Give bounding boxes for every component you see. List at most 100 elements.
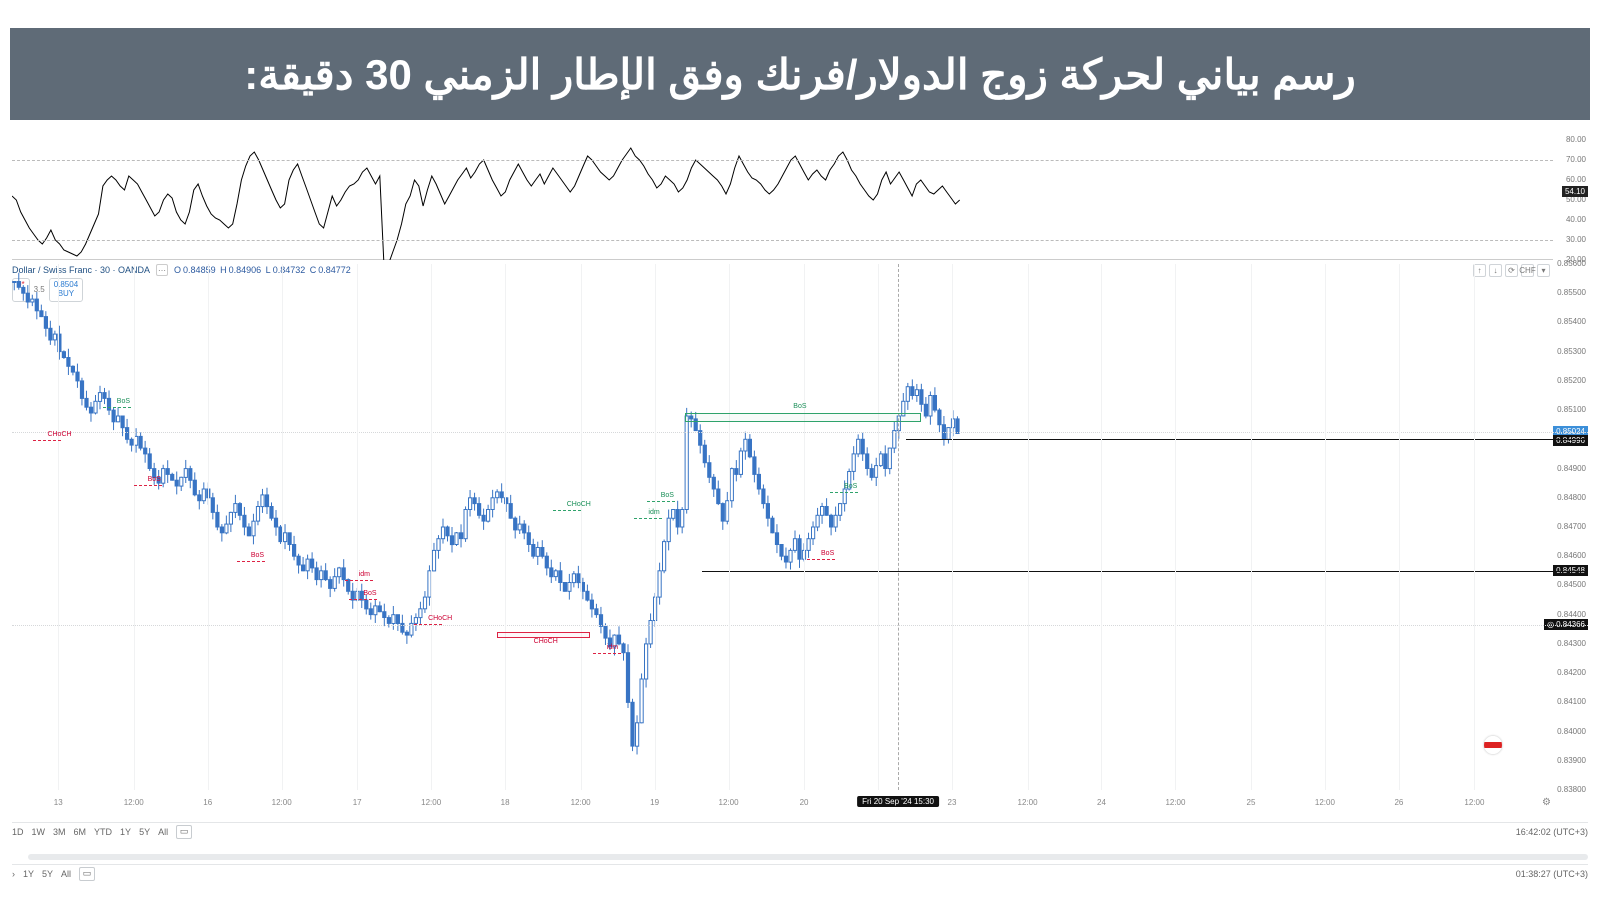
- time-tick: 12:00: [571, 798, 591, 807]
- time-gridline: [208, 264, 209, 790]
- time-tick: 12:00: [1165, 798, 1185, 807]
- rsi-current-badge: 54.10: [1562, 186, 1588, 197]
- timeframe-6m[interactable]: 6M: [74, 827, 87, 837]
- chevron-icon[interactable]: ›: [12, 869, 15, 879]
- rsi-line-chart: [12, 140, 1553, 260]
- price-tick: 0.84600: [1557, 551, 1586, 560]
- time-tick: 16: [203, 798, 212, 807]
- time-tick: 12:00: [421, 798, 441, 807]
- annot-small: CHoCH: [567, 501, 591, 508]
- rsi-y-axis: 20.0030.0040.0050.0060.0070.0080.0054.10: [1553, 140, 1588, 260]
- timeframe-all[interactable]: All: [158, 827, 168, 837]
- rsi-tick: 40.00: [1566, 215, 1586, 224]
- time-gridline: [357, 264, 358, 790]
- annot-small: idm: [359, 571, 370, 578]
- time-gridline: [58, 264, 59, 790]
- time-gridline: [804, 264, 805, 790]
- time-gridline: [729, 264, 730, 790]
- price-tick: 0.85200: [1557, 376, 1586, 385]
- rsi-tick: 30.00: [1566, 235, 1586, 244]
- price-tick: 0.85300: [1557, 347, 1586, 356]
- timeframe-3m[interactable]: 3M: [53, 827, 66, 837]
- annot-dash: [237, 561, 265, 562]
- rsi-tick: 80.00: [1566, 135, 1586, 144]
- price-tick: 0.84700: [1557, 522, 1586, 531]
- price-tick: 0.84400: [1557, 610, 1586, 619]
- annot-small: BoS: [251, 552, 264, 559]
- annot-small: idm: [648, 509, 659, 516]
- annot-small: BoS: [661, 492, 674, 499]
- flag-icon[interactable]: [1484, 736, 1502, 754]
- time-gridline: [134, 264, 135, 790]
- annot-dash: [807, 559, 835, 560]
- gear-icon[interactable]: ⚙: [1542, 797, 1551, 808]
- price-hline[interactable]: [702, 571, 1588, 572]
- annot-dash: [593, 653, 621, 654]
- timeframe-1d[interactable]: 1D: [12, 827, 24, 837]
- price-tick: 0.84100: [1557, 697, 1586, 706]
- time-x-axis: 1312:001612:001712:001812:001912:002012:…: [12, 790, 1553, 810]
- time-gridline: [1175, 264, 1176, 790]
- time-tick: 12:00: [1315, 798, 1335, 807]
- timeframe-ytd[interactable]: YTD: [94, 827, 112, 837]
- annot-box[interactable]: [685, 413, 921, 422]
- annot-dash: [103, 407, 131, 408]
- time-gridline: [1028, 264, 1029, 790]
- timeframe-5y[interactable]: 5Y: [139, 827, 150, 837]
- time-gridline: [655, 264, 656, 790]
- calendar-icon[interactable]: ▭: [176, 825, 192, 839]
- timeframe-1y[interactable]: 1Y: [23, 869, 34, 879]
- time-tick: 12:00: [1464, 798, 1484, 807]
- annot-small: CHoCH: [428, 615, 452, 622]
- time-gridline: [1101, 264, 1102, 790]
- price-tick: 0.85100: [1557, 405, 1586, 414]
- time-gridline: [431, 264, 432, 790]
- timeframe-1w[interactable]: 1W: [32, 827, 46, 837]
- rsi-tick: 70.00: [1566, 155, 1586, 164]
- timeframe-5y[interactable]: 5Y: [42, 869, 53, 879]
- annot-box[interactable]: [497, 632, 589, 638]
- time-gridline: [878, 264, 879, 790]
- price-panel[interactable]: [12, 264, 1553, 790]
- annot-dash: [345, 580, 373, 581]
- annot-dash: [830, 492, 858, 493]
- annot-dash: [647, 501, 675, 502]
- timeframe-1y[interactable]: 1Y: [120, 827, 131, 837]
- annot-small: CHoCH: [47, 431, 71, 438]
- calendar-icon[interactable]: ▭: [79, 867, 95, 881]
- rsi-panel[interactable]: [12, 140, 1553, 260]
- time-gridline: [1251, 264, 1252, 790]
- annot-small: BoS: [117, 398, 130, 405]
- price-tick: 0.84800: [1557, 493, 1586, 502]
- price-tick: 0.83800: [1557, 785, 1586, 794]
- time-gridline: [505, 264, 506, 790]
- price-hline[interactable]: [906, 439, 1588, 440]
- scroll-strip[interactable]: [28, 854, 1588, 860]
- time-tick: 23: [948, 798, 957, 807]
- annot-label: CHoCH: [534, 638, 558, 645]
- timeframe-row-1: 1D1W3M6MYTD1Y5YAll▭16:42:02 (UTC+3): [12, 822, 1588, 840]
- annot-small: BoS: [363, 590, 376, 597]
- time-tick: 19: [650, 798, 659, 807]
- rsi-threshold-70: [12, 160, 1553, 161]
- time-gridline: [581, 264, 582, 790]
- annot-dash: [634, 518, 662, 519]
- header-bar: رسم بياني لحركة زوج الدولار/فرنك وفق الإ…: [10, 28, 1590, 120]
- time-tick: 12:00: [272, 798, 292, 807]
- price-tick: 0.85600: [1557, 259, 1586, 268]
- time-tick: 13: [54, 798, 63, 807]
- annot-small: BoS: [148, 476, 161, 483]
- annot-small: BoS: [844, 483, 857, 490]
- price-tick: 0.85500: [1557, 288, 1586, 297]
- timeframe-all[interactable]: All: [61, 869, 71, 879]
- annot-dash: [33, 440, 61, 441]
- time-tick: 12:00: [1018, 798, 1038, 807]
- price-tick: 0.84500: [1557, 580, 1586, 589]
- rsi-threshold-30: [12, 240, 1553, 241]
- price-y-axis: 0.838000.839000.840000.841000.842000.843…: [1553, 264, 1588, 790]
- annot-label: BoS: [793, 403, 806, 410]
- time-tooltip: Fri 20 Sep '24 15:30: [857, 796, 939, 807]
- price-dotted-level: [12, 432, 1588, 433]
- price-tick: 0.84200: [1557, 668, 1586, 677]
- time-tick: 12:00: [719, 798, 739, 807]
